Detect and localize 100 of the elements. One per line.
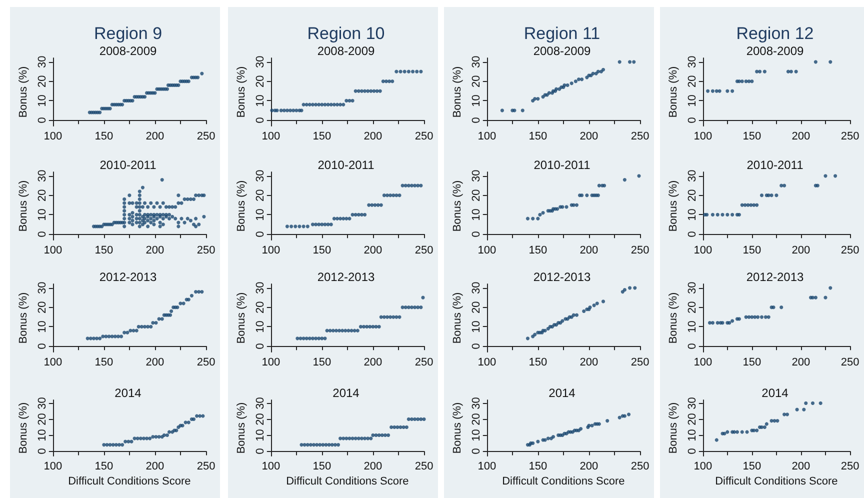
- point: [344, 328, 348, 332]
- point: [730, 319, 734, 323]
- point: [324, 443, 328, 447]
- y-tick-label: 10: [36, 208, 48, 221]
- x-axis-title: Difficult Conditions Score: [715, 476, 838, 488]
- point: [170, 309, 174, 313]
- x-tick-label: 100: [478, 356, 496, 368]
- y-tick-label: 30: [686, 282, 698, 294]
- point: [151, 435, 155, 439]
- x-tick-label: 250: [414, 130, 434, 142]
- point: [385, 315, 390, 319]
- point: [372, 89, 376, 93]
- point: [149, 324, 153, 329]
- point: [780, 306, 784, 310]
- point: [126, 330, 130, 334]
- point: [570, 81, 574, 86]
- point: [363, 89, 367, 93]
- y-tick-label: 10: [470, 208, 482, 221]
- point: [145, 436, 149, 440]
- point: [190, 294, 194, 298]
- point: [564, 205, 568, 209]
- y-tick-label: 20: [36, 413, 48, 426]
- point: [536, 216, 540, 220]
- point: [520, 108, 524, 112]
- point: [146, 324, 150, 329]
- y-tick-label: 0: [36, 117, 48, 124]
- point: [310, 336, 315, 340]
- point: [335, 102, 340, 106]
- x-tick-label: 150: [94, 460, 114, 472]
- point: [500, 108, 504, 112]
- point: [745, 430, 749, 434]
- chart-subtitle: 2010-2011: [534, 158, 591, 172]
- y-tick-label: 20: [686, 189, 698, 202]
- point: [323, 102, 327, 106]
- point: [814, 296, 818, 300]
- point: [814, 60, 818, 64]
- point: [132, 436, 136, 440]
- point: [400, 306, 404, 310]
- point: [396, 425, 400, 429]
- point: [404, 306, 408, 310]
- point: [410, 70, 415, 74]
- y-tick-label: 30: [254, 397, 266, 410]
- y-tick-label: 10: [686, 429, 698, 442]
- y-axis-title: Bonus (%): [236, 66, 248, 118]
- point: [579, 427, 583, 431]
- x-axis-title: Difficult Conditions Score: [502, 476, 625, 488]
- point: [580, 194, 584, 198]
- x-tick-label: 100: [44, 244, 62, 256]
- y-tick-label: 20: [254, 301, 266, 314]
- point: [142, 436, 146, 440]
- point: [833, 174, 838, 178]
- chart-subtitle: 2014: [762, 386, 789, 400]
- y-tick-label: 20: [254, 189, 266, 202]
- chart-subtitle: 2010-2011: [318, 158, 375, 172]
- point: [342, 102, 346, 106]
- point: [818, 401, 822, 405]
- y-tick-label: 20: [254, 75, 266, 88]
- x-tick-label: 250: [630, 356, 650, 368]
- x-tick-label: 150: [528, 244, 548, 256]
- y-tick-label: 0: [254, 343, 266, 350]
- point: [390, 425, 394, 429]
- point: [404, 425, 408, 429]
- x-tick-label: 150: [742, 244, 762, 256]
- point: [531, 216, 535, 220]
- chart-subtitle: 2010-2011: [746, 158, 804, 172]
- chart-title: Region 11: [524, 24, 600, 43]
- point: [377, 433, 381, 437]
- x-tick-label: 150: [742, 130, 762, 142]
- point: [363, 212, 367, 217]
- point: [200, 290, 204, 294]
- point: [633, 286, 637, 290]
- point: [102, 443, 106, 447]
- point: [415, 70, 419, 74]
- point: [385, 194, 390, 198]
- point: [706, 89, 710, 93]
- point: [108, 443, 112, 447]
- point: [302, 102, 306, 106]
- point: [344, 436, 348, 440]
- point: [338, 216, 342, 220]
- x-tick-label: 150: [94, 356, 114, 368]
- point: [186, 420, 190, 424]
- point: [138, 436, 142, 440]
- point: [576, 78, 581, 82]
- point: [574, 80, 578, 84]
- chart-subtitle: 2012-2013: [746, 270, 804, 284]
- point: [416, 417, 420, 421]
- point: [392, 194, 396, 198]
- point: [192, 417, 196, 421]
- y-tick-label: 20: [36, 189, 48, 202]
- point: [104, 334, 108, 338]
- y-tick-label: 30: [254, 56, 266, 68]
- point: [776, 419, 780, 423]
- x-tick-label: 150: [528, 460, 548, 472]
- y-tick-label: 30: [36, 170, 48, 182]
- point: [330, 443, 334, 447]
- y-tick-label: 0: [686, 231, 698, 238]
- point: [360, 89, 364, 93]
- point: [333, 443, 337, 447]
- point: [574, 313, 579, 317]
- x-tick-label: 150: [312, 356, 332, 368]
